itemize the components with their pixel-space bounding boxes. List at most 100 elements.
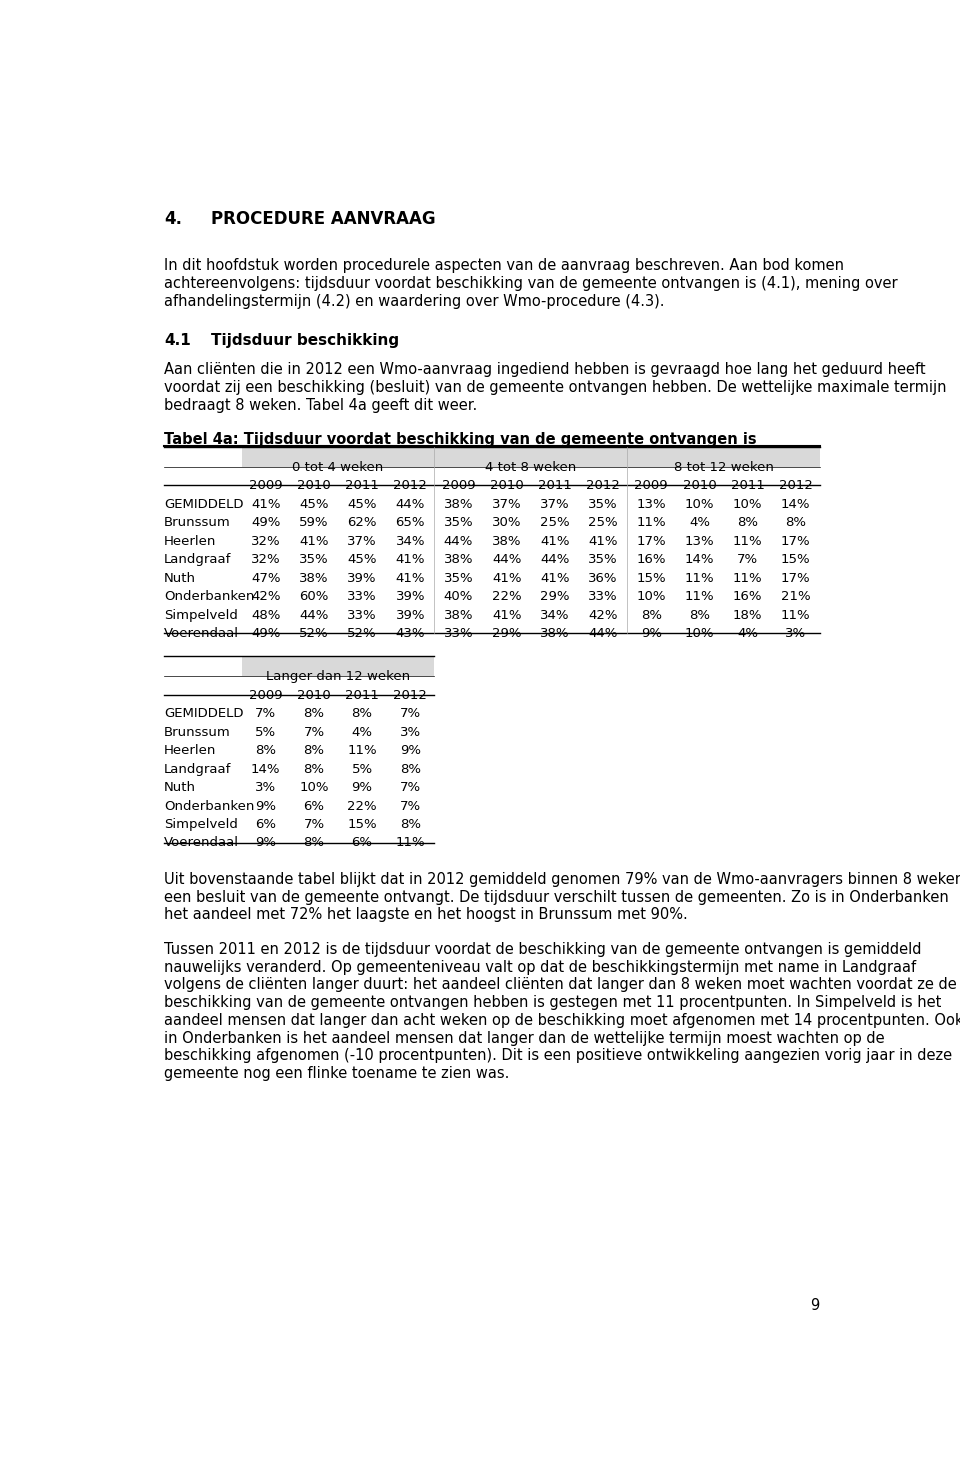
Text: 34%: 34%: [540, 609, 569, 622]
Text: 16%: 16%: [732, 590, 762, 603]
Text: 2010: 2010: [683, 479, 716, 492]
Text: 13%: 13%: [684, 535, 714, 548]
Text: 16%: 16%: [636, 553, 666, 566]
Text: 7%: 7%: [303, 726, 324, 739]
Text: 37%: 37%: [540, 498, 569, 511]
Text: PROCEDURE AANVRAAG: PROCEDURE AANVRAAG: [210, 210, 435, 228]
Text: beschikking van de gemeente ontvangen hebben is gestegen met 11 procentpunten. I: beschikking van de gemeente ontvangen he…: [164, 995, 942, 1009]
Text: 2009: 2009: [442, 479, 475, 492]
Text: afhandelingstermijn (4.2) en waardering over Wmo-procedure (4.3).: afhandelingstermijn (4.2) en waardering …: [164, 294, 664, 309]
Text: 5%: 5%: [351, 763, 372, 776]
Text: 44%: 44%: [444, 535, 473, 548]
Text: 15%: 15%: [780, 553, 810, 566]
Text: 2009: 2009: [249, 479, 282, 492]
Text: 9%: 9%: [255, 800, 276, 813]
Text: 25%: 25%: [588, 516, 618, 529]
Text: 32%: 32%: [251, 553, 280, 566]
Text: 44%: 44%: [492, 553, 521, 566]
Text: 11%: 11%: [348, 743, 377, 757]
Text: 22%: 22%: [492, 590, 521, 603]
Text: 11%: 11%: [780, 609, 810, 622]
Text: 13%: 13%: [636, 498, 666, 511]
Text: 44%: 44%: [300, 609, 328, 622]
Text: 8 tot 12 weken: 8 tot 12 weken: [674, 461, 774, 474]
Text: 11%: 11%: [732, 572, 762, 585]
Text: 38%: 38%: [540, 627, 569, 640]
Text: 41%: 41%: [540, 535, 569, 548]
Text: 25%: 25%: [540, 516, 569, 529]
Text: 2011: 2011: [346, 689, 379, 702]
Text: 60%: 60%: [300, 590, 328, 603]
Text: 39%: 39%: [396, 609, 425, 622]
Text: 36%: 36%: [588, 572, 618, 585]
Text: 0 tot 4 weken: 0 tot 4 weken: [293, 461, 384, 474]
Bar: [242, 656, 434, 677]
Text: Tijdsduur beschikking: Tijdsduur beschikking: [210, 333, 398, 347]
Text: 22%: 22%: [348, 800, 377, 813]
Text: 59%: 59%: [300, 516, 328, 529]
Text: 48%: 48%: [252, 609, 280, 622]
Bar: [434, 446, 627, 467]
Text: Nuth: Nuth: [164, 572, 196, 585]
Text: 5%: 5%: [255, 726, 276, 739]
Text: 8%: 8%: [351, 706, 372, 720]
Bar: [242, 446, 434, 467]
Text: aandeel mensen dat langer dan acht weken op de beschikking moet afgenomen met 14: aandeel mensen dat langer dan acht weken…: [164, 1012, 960, 1027]
Text: 11%: 11%: [684, 572, 714, 585]
Text: 44%: 44%: [588, 627, 617, 640]
Text: 33%: 33%: [444, 627, 473, 640]
Text: 4.: 4.: [164, 210, 182, 228]
Text: 39%: 39%: [396, 590, 425, 603]
Text: 41%: 41%: [300, 535, 328, 548]
Text: 2010: 2010: [490, 479, 523, 492]
Text: 11%: 11%: [684, 590, 714, 603]
Text: Tabel 4a: Tijdsduur voordat beschikking van de gemeente ontvangen is: Tabel 4a: Tijdsduur voordat beschikking …: [164, 432, 756, 448]
Text: 41%: 41%: [492, 572, 521, 585]
Text: 37%: 37%: [492, 498, 521, 511]
Text: 2012: 2012: [779, 479, 813, 492]
Text: 35%: 35%: [588, 498, 618, 511]
Text: 41%: 41%: [492, 609, 521, 622]
Text: 2012: 2012: [394, 479, 427, 492]
Text: 43%: 43%: [396, 627, 425, 640]
Text: 32%: 32%: [251, 535, 280, 548]
Text: 29%: 29%: [492, 627, 521, 640]
Text: 11%: 11%: [732, 535, 762, 548]
Bar: [627, 446, 820, 467]
Text: 8%: 8%: [399, 763, 420, 776]
Text: 8%: 8%: [303, 706, 324, 720]
Text: 52%: 52%: [348, 627, 377, 640]
Text: 11%: 11%: [636, 516, 666, 529]
Text: 29%: 29%: [540, 590, 569, 603]
Text: 2010: 2010: [297, 479, 331, 492]
Text: 2012: 2012: [587, 479, 620, 492]
Text: Aan cliënten die in 2012 een Wmo-aanvraag ingediend hebben is gevraagd hoe lang : Aan cliënten die in 2012 een Wmo-aanvraa…: [164, 362, 925, 377]
Text: in Onderbanken is het aandeel mensen dat langer dan de wettelijke termijn moest : in Onderbanken is het aandeel mensen dat…: [164, 1030, 885, 1045]
Text: 41%: 41%: [396, 553, 425, 566]
Text: 8%: 8%: [303, 763, 324, 776]
Text: 8%: 8%: [737, 516, 758, 529]
Text: achtereenvolgens: tijdsduur voordat beschikking van de gemeente ontvangen is (4.: achtereenvolgens: tijdsduur voordat besc…: [164, 276, 898, 291]
Text: 45%: 45%: [300, 498, 328, 511]
Text: 18%: 18%: [732, 609, 762, 622]
Text: 14%: 14%: [251, 763, 280, 776]
Text: 39%: 39%: [348, 572, 377, 585]
Text: 11%: 11%: [396, 837, 425, 850]
Text: 3%: 3%: [785, 627, 806, 640]
Text: 44%: 44%: [540, 553, 569, 566]
Text: 10%: 10%: [300, 780, 328, 794]
Text: 41%: 41%: [251, 498, 280, 511]
Text: voordat zij een beschikking (besluit) van de gemeente ontvangen hebben. De wette: voordat zij een beschikking (besluit) va…: [164, 380, 947, 395]
Text: 34%: 34%: [396, 535, 425, 548]
Text: 6%: 6%: [351, 837, 372, 850]
Text: 35%: 35%: [300, 553, 328, 566]
Text: 9%: 9%: [399, 743, 420, 757]
Text: 21%: 21%: [780, 590, 810, 603]
Text: 44%: 44%: [396, 498, 425, 511]
Text: 4%: 4%: [351, 726, 372, 739]
Text: 2012: 2012: [394, 689, 427, 702]
Text: In dit hoofdstuk worden procedurele aspecten van de aanvraag beschreven. Aan bod: In dit hoofdstuk worden procedurele aspe…: [164, 259, 844, 273]
Text: 10%: 10%: [732, 498, 762, 511]
Text: 35%: 35%: [588, 553, 618, 566]
Text: nauwelijks veranderd. Op gemeenteniveau valt op dat de beschikkingstermijn met n: nauwelijks veranderd. Op gemeenteniveau …: [164, 959, 916, 974]
